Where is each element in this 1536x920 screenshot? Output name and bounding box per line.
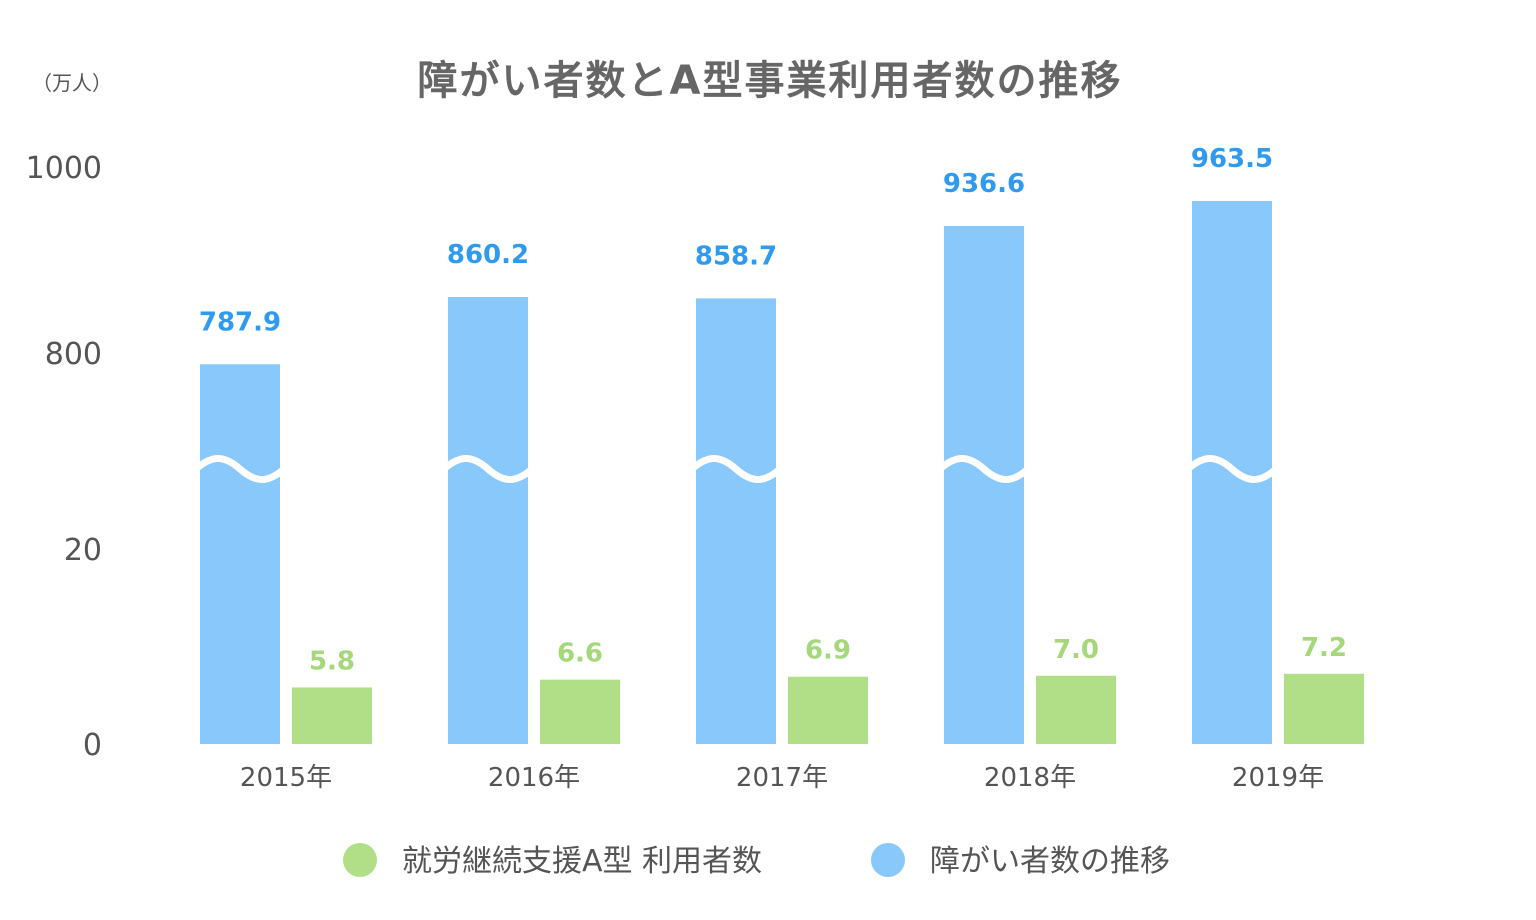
- data-label-disability: 860.2: [447, 240, 529, 270]
- y-tick-label: 800: [45, 337, 102, 372]
- data-label-disability: 787.9: [199, 307, 281, 337]
- axis-break-wave: [193, 455, 287, 483]
- legend-marker: [343, 843, 377, 877]
- axis-break-wave: [937, 455, 1031, 483]
- legend: 就労継続支援A型 利用者数 障がい者数の推移: [343, 843, 1170, 879]
- y-tick-label: 20: [64, 533, 102, 568]
- bar-type-a-users: [292, 687, 372, 744]
- x-tick-label: 2019年: [1232, 763, 1324, 793]
- bar-disability: [200, 364, 280, 744]
- axis-break-wave: [689, 455, 783, 483]
- bar-type-a-users: [1284, 673, 1364, 744]
- bar-disability: [696, 298, 776, 744]
- bar-type-a-users: [1036, 675, 1116, 744]
- bar-type-a-users: [788, 676, 868, 744]
- y-axis-unit-label: （万人）: [32, 71, 112, 95]
- data-label-disability: 858.7: [695, 241, 777, 271]
- bar-type-a-users: [540, 679, 620, 744]
- y-axis: 1000 800 20 0: [26, 151, 102, 763]
- x-tick-label: 2018年: [984, 763, 1076, 793]
- legend-label: 就労継続支援A型 利用者数: [402, 844, 762, 879]
- data-label-type-a: 5.8: [309, 646, 355, 676]
- x-tick-label: 2016年: [488, 763, 580, 793]
- axis-break-wave: [1185, 455, 1279, 483]
- legend-label: 障がい者数の推移: [930, 844, 1170, 879]
- axis-break-wave: [441, 455, 535, 483]
- data-label-type-a: 6.6: [557, 639, 603, 669]
- data-label-type-a: 7.0: [1053, 635, 1099, 665]
- y-tick-label: 1000: [26, 151, 102, 186]
- bars-group: 787.9 5.8 860.2 6.6 858.7 6.9 936.6 7.0 963.5 7.2: [193, 144, 1364, 744]
- x-axis: 2015年 2016年 2017年 2018年 2019年: [240, 763, 1324, 793]
- data-label-disability: 963.5: [1191, 144, 1273, 174]
- chart-title: 障がい者数とA型事業利用者数の推移: [418, 58, 1123, 104]
- bar-disability: [448, 297, 528, 744]
- data-label-type-a: 6.9: [805, 636, 851, 666]
- legend-marker: [871, 843, 905, 877]
- bar-disability: [944, 225, 1024, 744]
- x-tick-label: 2015年: [240, 763, 332, 793]
- data-label-type-a: 7.2: [1301, 633, 1347, 663]
- y-tick-label: 0: [83, 728, 102, 763]
- data-label-disability: 936.6: [943, 169, 1025, 199]
- x-tick-label: 2017年: [736, 763, 828, 793]
